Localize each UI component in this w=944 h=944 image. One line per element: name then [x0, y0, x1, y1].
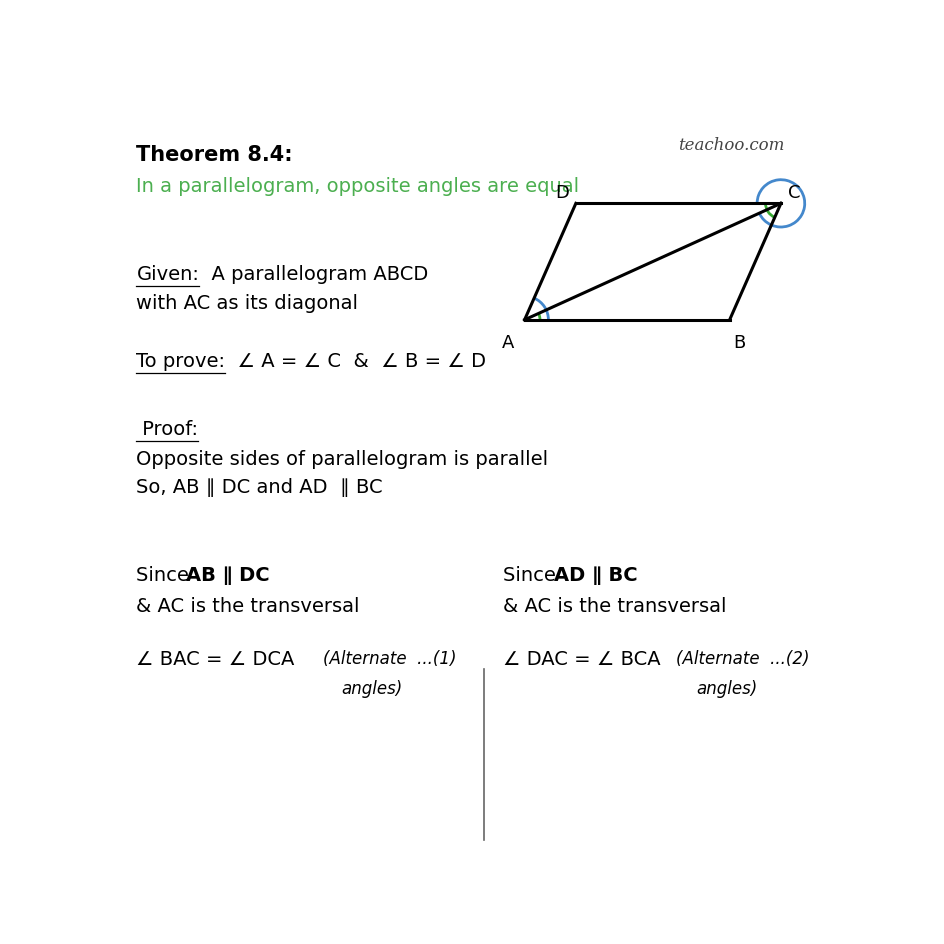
Text: To prove:: To prove:: [136, 352, 226, 371]
Text: teachoo.com: teachoo.com: [678, 137, 784, 154]
Text: (Alternate  ...(1): (Alternate ...(1): [323, 649, 456, 667]
Text: A parallelogram ABCD: A parallelogram ABCD: [199, 264, 429, 283]
Text: Since: Since: [502, 565, 561, 584]
Text: In a parallelogram, opposite angles are equal: In a parallelogram, opposite angles are …: [136, 177, 579, 196]
Text: ∠ DAC = ∠ BCA: ∠ DAC = ∠ BCA: [502, 649, 660, 668]
Text: angles): angles): [696, 679, 757, 697]
Text: & AC is the transversal: & AC is the transversal: [136, 597, 360, 615]
Text: & AC is the transversal: & AC is the transversal: [502, 597, 725, 615]
Text: with AC as its diagonal: with AC as its diagonal: [136, 294, 358, 312]
Text: Theorem 8.4:: Theorem 8.4:: [136, 144, 293, 164]
Text: angles): angles): [341, 679, 402, 697]
Text: Proof:: Proof:: [136, 420, 198, 439]
Text: Opposite sides of parallelogram is parallel: Opposite sides of parallelogram is paral…: [136, 449, 548, 468]
Text: AB ∥ DC: AB ∥ DC: [186, 565, 270, 584]
Text: D: D: [555, 183, 568, 201]
Text: Given:: Given:: [136, 264, 199, 283]
Text: So, AB ∥ DC and AD  ∥ BC: So, AB ∥ DC and AD ∥ BC: [136, 478, 382, 497]
Text: (Alternate  ...(2): (Alternate ...(2): [676, 649, 809, 667]
Text: B: B: [733, 333, 745, 351]
Text: C: C: [786, 183, 800, 201]
Text: ∠ A = ∠ C  &  ∠ B = ∠ D: ∠ A = ∠ C & ∠ B = ∠ D: [226, 352, 486, 371]
Text: Since: Since: [136, 565, 195, 584]
Text: A: A: [501, 333, 514, 351]
Text: AD ∥ BC: AD ∥ BC: [553, 565, 637, 584]
Text: ∠ BAC = ∠ DCA: ∠ BAC = ∠ DCA: [136, 649, 295, 668]
